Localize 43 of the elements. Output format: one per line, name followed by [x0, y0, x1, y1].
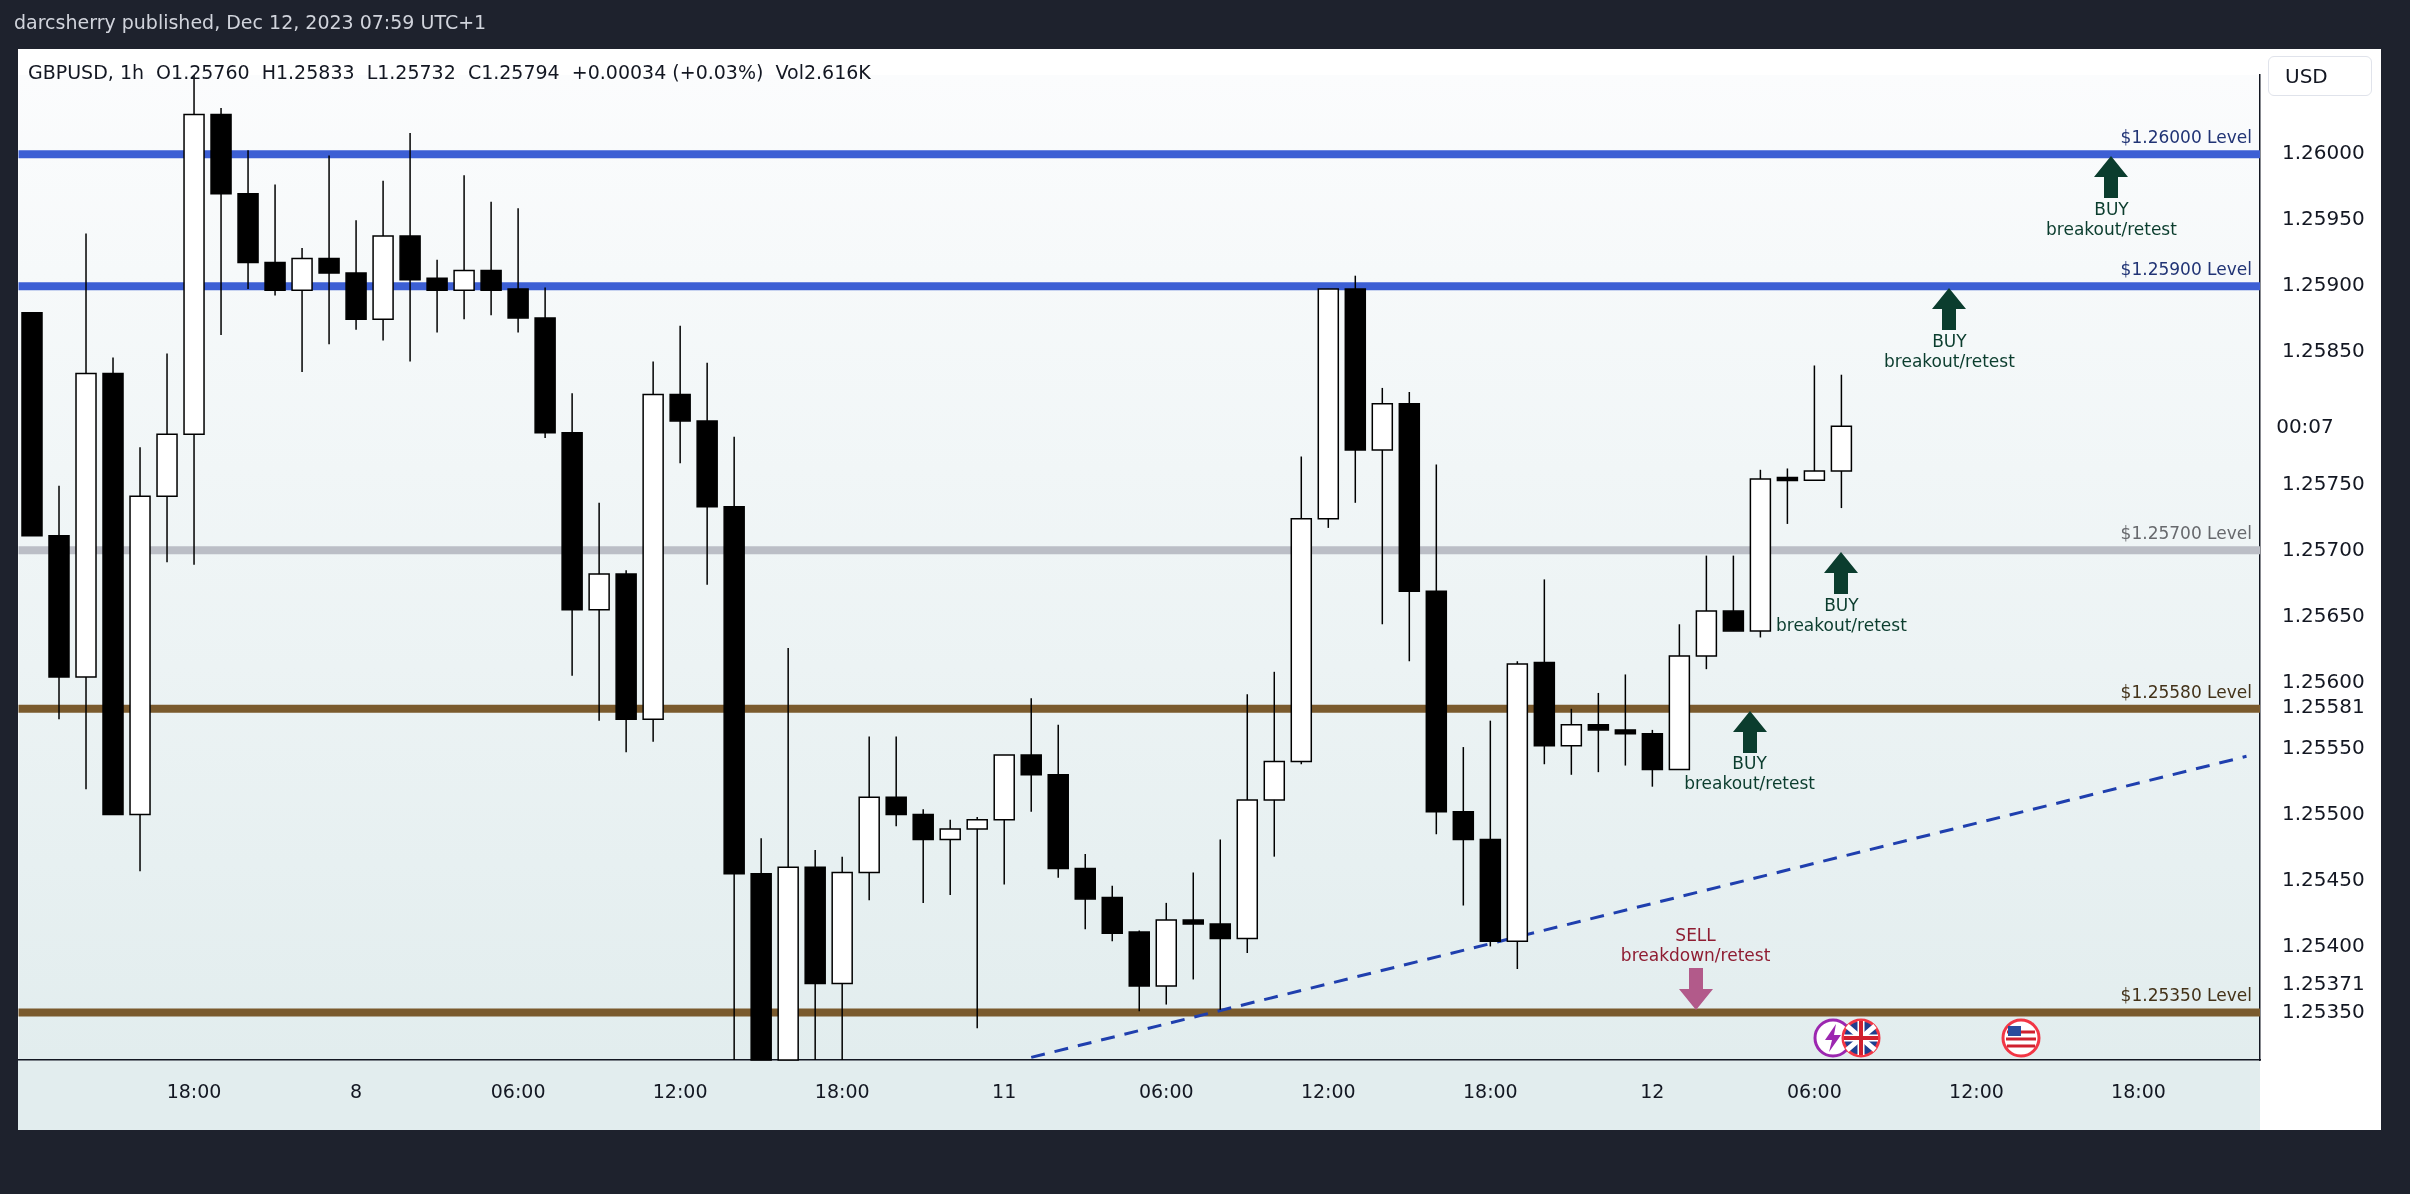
- x-tick-label: 06:00: [1138, 1080, 1194, 1103]
- ref-line-label: $1.26000 Level: [2120, 127, 2252, 148]
- text: 00:07: [2261, 408, 2349, 445]
- y-axis-title: USD: [2268, 56, 2372, 96]
- y-tick-label: 1.25700: [2282, 536, 2365, 561]
- x-tick-label: 06:00: [490, 1080, 546, 1103]
- y-tick-label: 1.25371: [2282, 970, 2365, 995]
- y-tick-label: 1.25950: [2282, 206, 2365, 231]
- y-tick-label: 1.25900: [2282, 272, 2365, 297]
- annotation: BUY breakout/retest: [1884, 330, 2016, 371]
- y-tick-label: 1.25600: [2282, 668, 2365, 693]
- x-tick-label: 18:00: [2111, 1080, 2166, 1103]
- y-tick-label: 1.25400: [2282, 932, 2365, 957]
- ref-line-label: $1.25900 Level: [2120, 259, 2252, 280]
- chart-subtitle: darcsherry published, Dec 12, 2023 07:59 UTC+1: [14, 11, 487, 33]
- y-tick-label: 1.25500: [2282, 800, 2365, 825]
- x-tick-label: 8: [350, 1080, 363, 1103]
- x-tick-label: 12: [1640, 1080, 1665, 1103]
- y-tick-label: 1.25581: [2282, 693, 2365, 718]
- ref-line-label: $1.25700 Level: [2120, 523, 2252, 544]
- x-tick-label: 11: [992, 1080, 1017, 1103]
- y-tick-label: 1.25750: [2282, 470, 2365, 495]
- chart-title: GBPUSD, 1h O1.25760 H1.25833 L1.25732 C1.25794 +0.00034 (+0.03%) Vol2.616K: [28, 61, 871, 83]
- x-tick-label: 18:00: [166, 1080, 222, 1103]
- y-tick-label: 1.25350: [2282, 998, 2365, 1023]
- x-tick-label: 06:00: [1787, 1080, 1842, 1103]
- annotation: BUY breakout/retest: [1684, 753, 1816, 794]
- y-tick-label: 1.25450: [2282, 866, 2365, 891]
- annotation: SELL breakdown/retest: [1620, 924, 1771, 965]
- y-tick-label: 1.26000: [2282, 140, 2365, 165]
- candlestick: [1560, 708, 1583, 776]
- y-tick-label: 1.25550: [2282, 734, 2365, 759]
- annotation: BUY breakout/retest: [1776, 594, 1908, 635]
- x-tick-label: 12:00: [652, 1080, 708, 1103]
- x-tick-label: 12:00: [1300, 1080, 1356, 1103]
- annotation: BUY breakout/retest: [2046, 198, 2178, 239]
- x-tick-label: 18:00: [814, 1080, 870, 1103]
- x-tick-label: 12:00: [1949, 1080, 2004, 1103]
- ref-line-label: $1.25350 Level: [2120, 985, 2252, 1006]
- y-tick-label: 1.25650: [2282, 602, 2365, 627]
- x-tick-label: 18:00: [1462, 1080, 1518, 1103]
- ref-line-label: $1.25580 Level: [2120, 681, 2252, 702]
- y-tick-label: 1.25850: [2282, 338, 2365, 363]
